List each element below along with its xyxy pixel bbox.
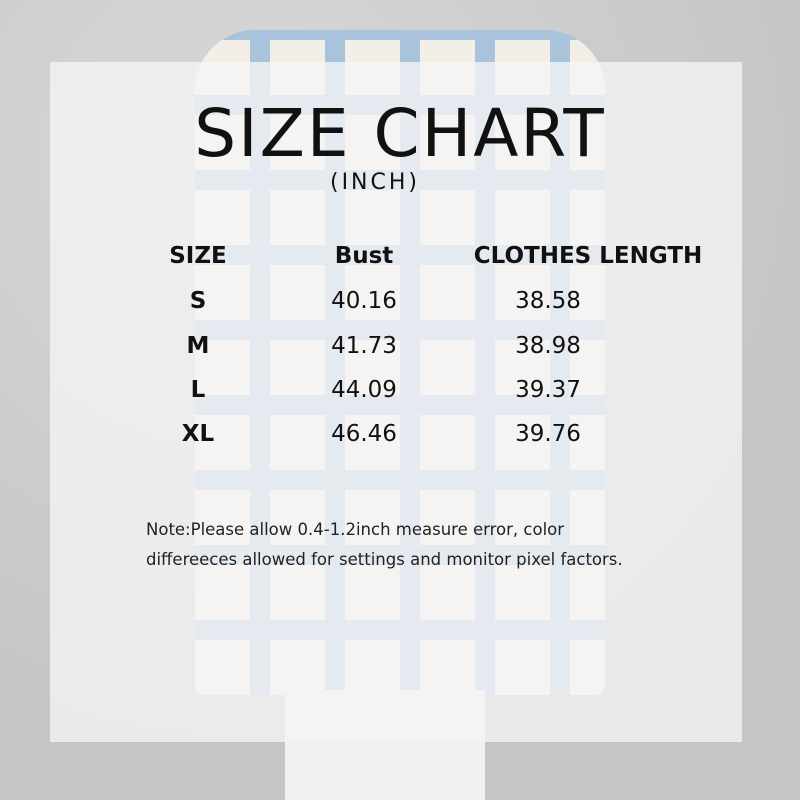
table-cell: 39.76 [515,421,581,447]
table-cell: 41.73 [331,333,397,359]
size-chart-panel [50,62,742,742]
table-cell: 40.16 [331,288,397,314]
note-line-2: differeeces allowed for settings and mon… [146,550,623,569]
table-cell: L [190,377,206,403]
column-header: Bust [334,243,394,269]
table-cell: S [189,288,207,314]
table-cell: 46.46 [331,421,397,447]
column-header: SIZE [169,243,227,269]
page-title: SIZE CHART [194,95,606,172]
column-header: CLOTHES LENGTH [473,243,703,269]
table-cell: 39.37 [515,377,581,403]
table-cell: XL [181,421,215,447]
table-cell: 38.98 [515,333,581,359]
table-cell: M [186,333,210,359]
note-text: Note:Please allow 0.4-1.2inch measure er… [146,515,623,575]
note-line-1: Note:Please allow 0.4-1.2inch measure er… [146,520,565,539]
table-cell: 38.58 [515,288,581,314]
unit-label: (INCH) [329,170,420,195]
table-cell: 44.09 [331,377,397,403]
